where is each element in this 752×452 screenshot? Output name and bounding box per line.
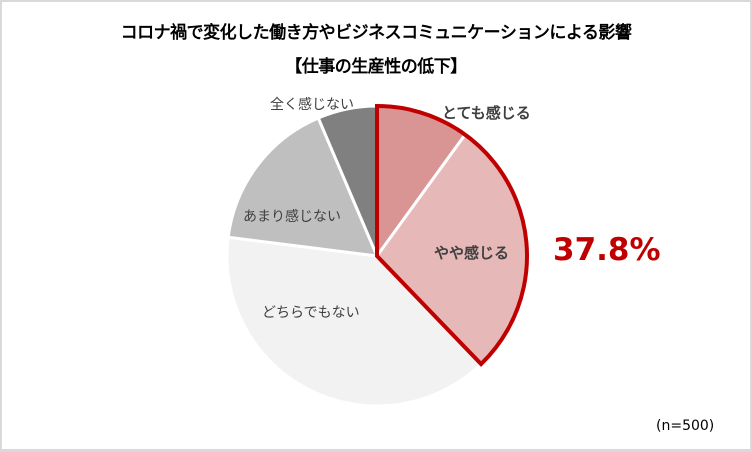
label-neutral: どちらでもない [262, 305, 360, 321]
pie-slice [225, 235, 484, 408]
pie-slice [226, 115, 380, 258]
chart-title: コロナ禍で変化した働き方やビジネスコミュニケーションによる影響 [120, 23, 632, 43]
label-somewhat: やや感じる [434, 244, 510, 262]
label-very: とても感じる [442, 104, 531, 122]
chart-subtitle: 【仕事の生産性の低下】 [285, 57, 467, 77]
label-not-at-all: 全く感じない [270, 97, 354, 113]
highlight-outline [375, 103, 529, 367]
label-not-much: あまり感じない [243, 209, 341, 225]
sample-size-note: (n=500) [656, 418, 715, 434]
highlight-percentage: 37.8% [553, 232, 661, 268]
